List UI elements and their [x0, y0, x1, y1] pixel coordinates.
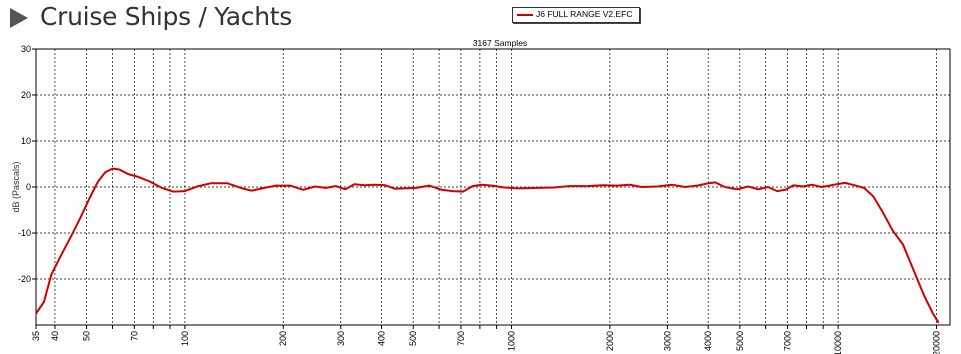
x-tick-label: 200: [278, 331, 288, 346]
x-tick-label: 70: [129, 331, 139, 341]
x-tick-label: 20000: [931, 331, 941, 354]
x-tick-label: 7000: [783, 331, 793, 351]
legend-label: J6 FULL RANGE V2.EFC: [536, 9, 633, 19]
x-tick-label: 50: [82, 331, 92, 341]
y-tick-label: 30: [21, 44, 31, 54]
y-tick-label: 20: [21, 90, 31, 100]
y-tick-label: -10: [18, 228, 31, 238]
play-triangle-icon: [10, 8, 28, 28]
section-header: Cruise Ships / Yachts: [0, 0, 961, 34]
y-tick-label: 10: [21, 136, 31, 146]
series-line: [35, 167, 940, 324]
chart-legend: J6 FULL RANGE V2.EFC: [512, 7, 640, 23]
x-tick-label: 400: [377, 331, 387, 346]
x-tick-label: 300: [336, 331, 346, 346]
x-tick-label: 1000: [507, 331, 517, 351]
x-tick-label: 10000: [833, 331, 843, 354]
x-tick-label: 3000: [662, 331, 672, 351]
x-tick-label: 2000: [605, 331, 615, 351]
x-tick-label: 4000: [703, 331, 713, 351]
y-tick-label: 0: [26, 182, 31, 192]
x-tick-label: 100: [180, 331, 190, 346]
x-tick-label: 500: [408, 331, 418, 346]
chart-title: 3167 Samples: [472, 38, 528, 48]
x-tick-label: 5000: [735, 331, 745, 351]
legend-line-swatch: [517, 14, 533, 16]
x-tick-label: 35: [31, 331, 41, 341]
section-title: Cruise Ships / Yachts: [40, 2, 293, 31]
x-tick-label: 700: [456, 331, 466, 346]
x-tick-label: 40: [50, 331, 60, 341]
y-tick-label: -20: [18, 274, 31, 284]
